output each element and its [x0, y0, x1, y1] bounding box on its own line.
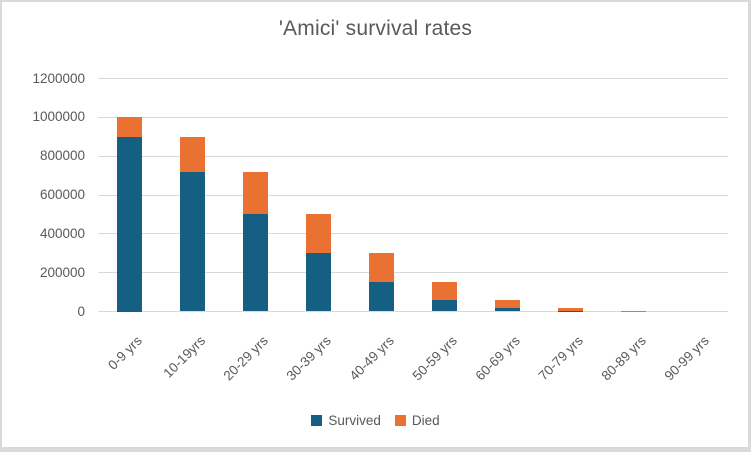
bar-segment-survived	[180, 171, 205, 312]
x-axis-category-label: 80-89 yrs	[598, 333, 650, 384]
legend-item-survived: Survived	[311, 413, 381, 428]
bar-segment-died	[495, 299, 520, 308]
legend: Survived Died	[0, 413, 751, 428]
gridline	[98, 155, 728, 157]
bar-segment-died	[117, 117, 142, 137]
x-axis-category-label: 70-79 yrs	[535, 333, 587, 384]
y-axis-tick-label: 200000	[39, 264, 85, 280]
y-axis-tick-label: 0	[77, 303, 85, 319]
gridline	[98, 233, 728, 235]
x-axis-category-label: 50-59 yrs	[409, 333, 461, 384]
gridline	[98, 194, 728, 196]
legend-label: Died	[411, 413, 440, 428]
bar-segment-died	[558, 307, 583, 311]
bar-segment-died	[306, 213, 331, 253]
y-axis-tick-label: 400000	[39, 225, 85, 241]
x-axis-category-label: 40-49 yrs	[346, 333, 398, 384]
bar-segment-died	[432, 282, 457, 300]
x-axis-category-label: 20-29 yrs	[220, 333, 272, 384]
gridline	[98, 116, 728, 118]
bar-segment-survived	[558, 310, 583, 312]
bar-segment-died	[180, 136, 205, 172]
y-axis-tick-label: 1000000	[32, 109, 85, 125]
gridline	[98, 272, 728, 274]
y-axis-tick-label: 800000	[39, 148, 85, 164]
bar-segment-died	[369, 252, 394, 283]
x-axis-category-label: 0-9 yrs	[105, 333, 146, 373]
legend-swatch-died	[394, 415, 406, 426]
bar-segment-survived	[495, 307, 520, 312]
gridline	[98, 311, 728, 312]
legend-swatch-survived	[311, 415, 323, 426]
legend-item-died: Died	[394, 413, 440, 428]
gridline	[98, 78, 728, 79]
bar-segment-died	[621, 310, 646, 312]
bar-segment-survived	[432, 299, 457, 312]
bar-segment-died	[243, 171, 268, 214]
y-axis-tick-label: 1200000	[32, 70, 85, 86]
x-axis-category-label: 10-19yrs	[160, 333, 209, 381]
bar-segment-survived	[369, 282, 394, 312]
x-axis-category-label: 60-69 yrs	[472, 333, 524, 384]
bar-segment-survived	[243, 213, 268, 312]
legend-label: Survived	[328, 413, 381, 428]
chart-title: 'Amici' survival rates	[278, 17, 473, 40]
y-axis-tick-label: 600000	[39, 187, 85, 202]
bar-segment-survived	[306, 252, 331, 312]
x-axis-category-label: 30-39 yrs	[283, 333, 335, 384]
x-axis-category-label: 90-99 yrs	[661, 333, 713, 384]
bar-segment-survived	[117, 136, 142, 312]
